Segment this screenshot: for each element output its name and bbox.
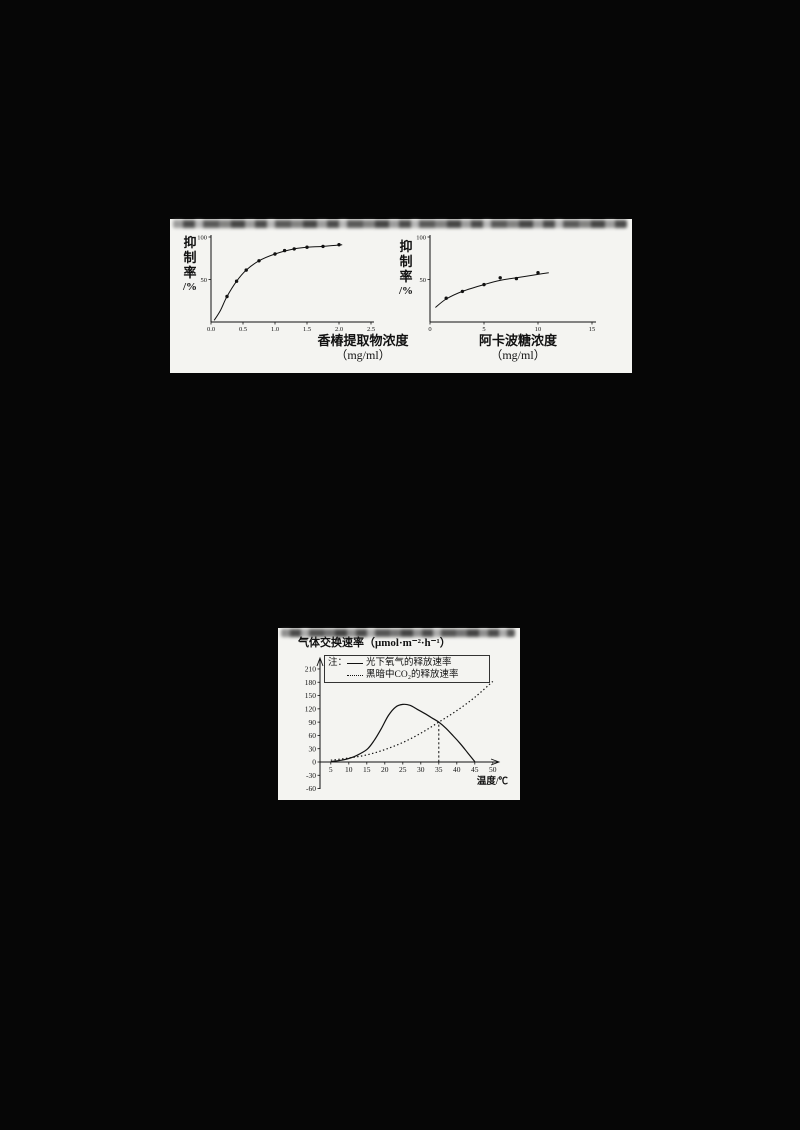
svg-text:35: 35 [435,765,443,774]
svg-text:45: 45 [471,765,479,774]
svg-text:210: 210 [305,665,317,674]
inhibition-charts-panel: 抑 制 率 /% 0.0 0.5 1.0 1.5 2.0 2.5 100 50 香椿提取物浓度… [170,219,632,373]
y-axis-label-char: 抑 [183,235,197,250]
x-axis-label-unit: （mg/ml） [490,348,546,362]
svg-text:2.0: 2.0 [335,326,343,333]
gas-exchange-panel: 气体交换速率（μmol·m⁻²·h⁻¹） 注： 光下氧气的释放速率 黑暗中CO₂… [278,628,520,800]
acarbose-x-axis-label: 阿卡波糖浓度 （mg/ml） [428,333,608,362]
svg-text:50: 50 [201,277,208,284]
svg-text:5: 5 [482,326,485,333]
acarbose-y-axis-label: 抑 制 率 /% [391,239,421,299]
svg-text:10: 10 [345,765,353,774]
svg-text:50: 50 [420,277,427,284]
scan-artifact-smudge [281,629,515,637]
y-axis-label-unit: /% [398,285,414,297]
svg-text:15: 15 [589,326,596,333]
svg-text:1.0: 1.0 [271,326,279,333]
svg-text:2.5: 2.5 [367,326,375,333]
note-prefix: 注： [328,658,348,668]
y-axis-label-char: 抑 [399,239,413,254]
y-axis-label-char: 率 [183,265,197,280]
svg-text:100: 100 [416,234,426,241]
toona-y-axis-label: 抑 制 率 /% [175,235,205,295]
dotted-line-icon [347,674,363,676]
svg-text:60: 60 [309,731,317,740]
svg-text:0.5: 0.5 [239,326,247,333]
svg-text:30: 30 [417,765,425,774]
scan-artifact-smudge [173,220,627,228]
legend-row-oxygen: 注： 光下氧气的释放速率 [328,657,486,669]
legend-series-co2-label: 黑暗中CO₂的释放速率 [366,670,459,680]
svg-text:1.5: 1.5 [303,326,311,333]
toona-x-axis-label: 香椿提取物浓度 （mg/ml） [270,333,456,362]
svg-text:90: 90 [309,718,317,727]
svg-text:0: 0 [312,758,316,767]
legend-series-oxygen-label: 光下氧气的释放速率 [366,658,452,668]
x-axis-label-text: 阿卡波糖浓度 [478,333,557,348]
y-axis-label-char: 制 [399,254,413,269]
legend: 注： 光下氧气的释放速率 黑暗中CO₂的释放速率 [324,655,490,683]
y-axis-label-char: 制 [183,250,197,265]
svg-text:40: 40 [453,765,461,774]
svg-text:120: 120 [305,704,317,713]
svg-text:180: 180 [305,678,317,687]
gas-chart-title: 气体交换速率（μmol·m⁻²·h⁻¹） [298,637,451,649]
svg-text:温度/℃: 温度/℃ [477,775,509,787]
acarbose-chart: 0 5 10 15 100 50 [416,234,596,333]
y-axis-label-unit: /% [182,281,198,293]
svg-text:30: 30 [309,744,317,753]
svg-text:-30: -30 [306,771,316,780]
svg-text:20: 20 [381,765,389,774]
toona-extract-chart: 0.0 0.5 1.0 1.5 2.0 2.5 100 50 [197,234,375,333]
svg-text:0: 0 [428,326,431,333]
solid-line-icon [347,662,363,664]
svg-text:50: 50 [489,765,497,774]
svg-text:10: 10 [535,326,542,333]
legend-row-co2: 黑暗中CO₂的释放速率 [328,669,486,681]
svg-text:25: 25 [399,765,407,774]
svg-text:100: 100 [197,234,207,241]
gas-exchange-chart: 5 10 15 20 25 30 35 40 45 50 210 180 150 120 90 60 30 0 -3… [305,656,509,793]
svg-text:-60: -60 [306,784,316,793]
x-axis-label-unit: （mg/ml） [335,348,391,362]
svg-text:0.0: 0.0 [207,326,215,333]
svg-text:5: 5 [329,765,333,774]
y-axis-label-char: 率 [399,269,413,284]
svg-text:15: 15 [363,765,371,774]
svg-text:150: 150 [305,691,317,700]
x-axis-label-text: 香椿提取物浓度 [317,333,409,348]
